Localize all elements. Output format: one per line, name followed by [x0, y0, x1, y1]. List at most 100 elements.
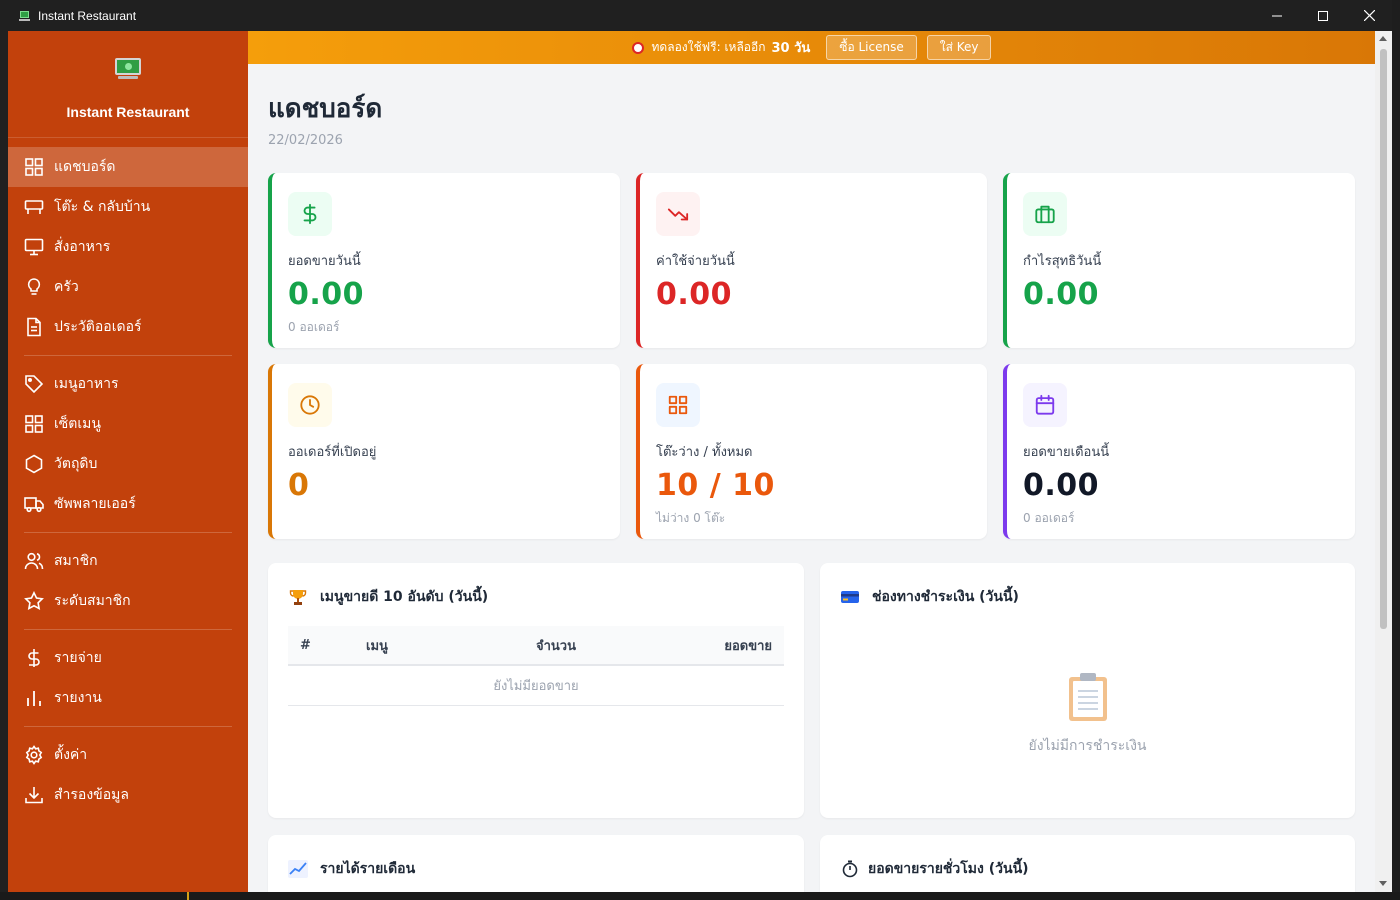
buy-license-button[interactable]: ซื้อ License — [826, 35, 917, 60]
vertical-scrollbar[interactable] — [1375, 31, 1392, 892]
page-title: แดชบอร์ด — [268, 94, 383, 124]
taskbar-indicator — [187, 892, 189, 900]
credit-card-icon — [840, 588, 860, 606]
sidebar-item-label: แดชบอร์ด — [54, 159, 116, 175]
top-menu-title: เมนูขายดี 10 อันดับ (วันนี้) — [320, 589, 489, 605]
monthly-revenue-panel: รายได้รายเดือน — [268, 835, 804, 892]
monthly-title: รายได้รายเดือน — [320, 861, 416, 877]
sidebar-item-table[interactable]: โต๊ะ & กลับบ้าน — [8, 187, 248, 227]
maximize-button[interactable] — [1300, 0, 1346, 31]
table-header: # เมนู จำนวน ยอดขาย — [288, 626, 784, 666]
stat-value: 0.00 — [656, 277, 733, 312]
trial-text: ทดลองใช้ฟรี: เหลืออีก — [651, 40, 766, 54]
stat-card: ยอดขายเดือนนี้ 0.00 0 ออเดอร์ — [1003, 364, 1355, 539]
sidebar-item-users[interactable]: สมาชิก — [8, 541, 248, 581]
sidebar-item-truck[interactable]: ซัพพลายเออร์ — [8, 484, 248, 524]
stat-value: 10 / 10 — [656, 468, 775, 503]
dollar-icon — [288, 192, 332, 236]
sidebar-item-tag[interactable]: เมนูอาหาร — [8, 364, 248, 404]
table-empty-row: ยังไม่มียอดขาย — [288, 666, 784, 706]
stat-cards: ยอดขายวันนี้ 0.00 0 ออเดอร์ ค่าใช้จ่ายวันนี… — [268, 173, 1355, 539]
top-menu-panel: เมนูขายดี 10 อันดับ (วันนี้) # เมนู จำนว… — [268, 563, 804, 818]
close-button[interactable] — [1346, 0, 1392, 31]
column-sales: ยอดขาย — [724, 638, 772, 654]
grid-icon — [24, 414, 54, 434]
sidebar-item-label: สำรองข้อมูล — [54, 787, 129, 803]
star-icon — [24, 591, 54, 611]
briefcase-icon — [1023, 192, 1067, 236]
page-date: 22/02/2026 — [268, 133, 343, 148]
gear-icon — [24, 745, 54, 765]
nav-divider — [24, 532, 232, 533]
enter-key-button[interactable]: ใส่ Key — [926, 35, 992, 60]
stat-label: ยอดขายวันนี้ — [288, 254, 361, 269]
panels: เมนูขายดี 10 อันดับ (วันนี้) # เมนู จำนว… — [268, 563, 1355, 892]
trial-banner: ทดลองใช้ฟรี: เหลืออีก 30 วัน ซื้อ Licens… — [248, 31, 1375, 64]
sidebar-item-gear[interactable]: ตั้งค่า — [8, 735, 248, 775]
sidebar-item-label: รายจ่าย — [54, 650, 102, 666]
truck-icon — [24, 494, 54, 514]
brand-name: Instant Restaurant — [66, 104, 190, 120]
sidebar-item-label: ครัว — [54, 279, 79, 295]
sidebar-item-document[interactable]: ประวัติออเดอร์ — [8, 307, 248, 347]
trial-days: 30 วัน — [771, 41, 811, 56]
sidebar-item-label: สั่งอาหาร — [54, 239, 111, 255]
line-chart-icon — [288, 860, 308, 878]
stat-subtext: 0 ออเดอร์ — [288, 320, 340, 334]
stat-value: 0.00 — [288, 277, 365, 312]
alarm-clock-icon — [631, 41, 644, 54]
sidebar-item-lightbulb[interactable]: ครัว — [8, 267, 248, 307]
minimize-button[interactable] — [1254, 0, 1300, 31]
scrollbar-thumb[interactable] — [1380, 49, 1387, 629]
minimize-icon — [1272, 15, 1282, 16]
clock-icon — [288, 383, 332, 427]
stat-subtext: 0 ออเดอร์ — [1023, 511, 1075, 525]
nav-divider — [24, 355, 232, 356]
nav-divider — [24, 726, 232, 727]
users-icon — [24, 551, 54, 571]
sidebar-item-label: ซัพพลายเออร์ — [54, 496, 136, 512]
sidebar-item-bar-chart[interactable]: รายงาน — [8, 678, 248, 718]
stat-label: ค่าใช้จ่ายวันนี้ — [656, 254, 735, 269]
dashboard-icon — [24, 157, 54, 177]
payment-panel: ช่องทางชำระเงิน (วันนี้) ยังไม่มีการชำระ… — [820, 563, 1355, 818]
monitor-icon — [24, 237, 54, 257]
top-menu-table: # เมนู จำนวน ยอดขาย ยังไม่มียอดขาย — [288, 626, 784, 706]
brand-logo-icon — [114, 58, 142, 80]
sidebar-item-dollar[interactable]: รายจ่าย — [8, 638, 248, 678]
stat-subtext: ไม่ว่าง 0 โต๊ะ — [656, 511, 726, 525]
sidebar-item-label: วัตถุดิบ — [54, 456, 98, 472]
scroll-down-arrow-icon[interactable] — [1379, 881, 1387, 886]
scroll-up-arrow-icon[interactable] — [1379, 36, 1387, 41]
payment-empty-state: ยังไม่มีการชำระเงิน — [820, 673, 1355, 757]
stat-label: ออเดอร์ที่เปิดอยู่ — [288, 445, 377, 460]
sidebar-item-label: ตั้งค่า — [54, 747, 88, 763]
table-icon — [24, 197, 54, 217]
sidebar-item-grid[interactable]: เซ็ตเมนู — [8, 404, 248, 444]
taskbar-edge — [0, 892, 1400, 900]
sidebar-item-label: เมนูอาหาร — [54, 376, 119, 392]
column-quantity: จำนวน — [536, 638, 576, 654]
stat-card: ยอดขายวันนี้ 0.00 0 ออเดอร์ — [268, 173, 620, 348]
sidebar-item-monitor[interactable]: สั่งอาหาร — [8, 227, 248, 267]
stat-label: กำไรสุทธิวันนี้ — [1023, 254, 1102, 269]
download-icon — [24, 785, 54, 805]
sidebar-item-label: ประวัติออเดอร์ — [54, 319, 142, 335]
sidebar-item-label: สมาชิก — [54, 553, 98, 569]
sidebar-item-hexagon[interactable]: วัตถุดิบ — [8, 444, 248, 484]
trending-down-icon — [656, 192, 700, 236]
document-icon — [24, 317, 54, 337]
sidebar-nav: แดชบอร์ดโต๊ะ & กลับบ้านสั่งอาหารครัวประว… — [8, 138, 248, 815]
stat-card: ค่าใช้จ่ายวันนี้ 0.00 — [636, 173, 987, 348]
sidebar-item-download[interactable]: สำรองข้อมูล — [8, 775, 248, 815]
payment-empty-text: ยังไม่มีการชำระเงิน — [1028, 738, 1147, 754]
sidebar-item-label: เซ็ตเมนู — [54, 416, 101, 432]
app-icon — [19, 10, 31, 21]
main-content: ทดลองใช้ฟรี: เหลืออีก 30 วัน ซื้อ Licens… — [248, 31, 1375, 892]
sidebar-item-star[interactable]: ระดับสมาชิก — [8, 581, 248, 621]
lightbulb-icon — [24, 277, 54, 297]
hourly-title: ยอดขายรายชั่วโมง (วันนี้) — [868, 861, 1029, 877]
sidebar-item-dashboard[interactable]: แดชบอร์ด — [8, 147, 248, 187]
column-rank: # — [300, 637, 311, 653]
maximize-icon — [1318, 10, 1328, 21]
